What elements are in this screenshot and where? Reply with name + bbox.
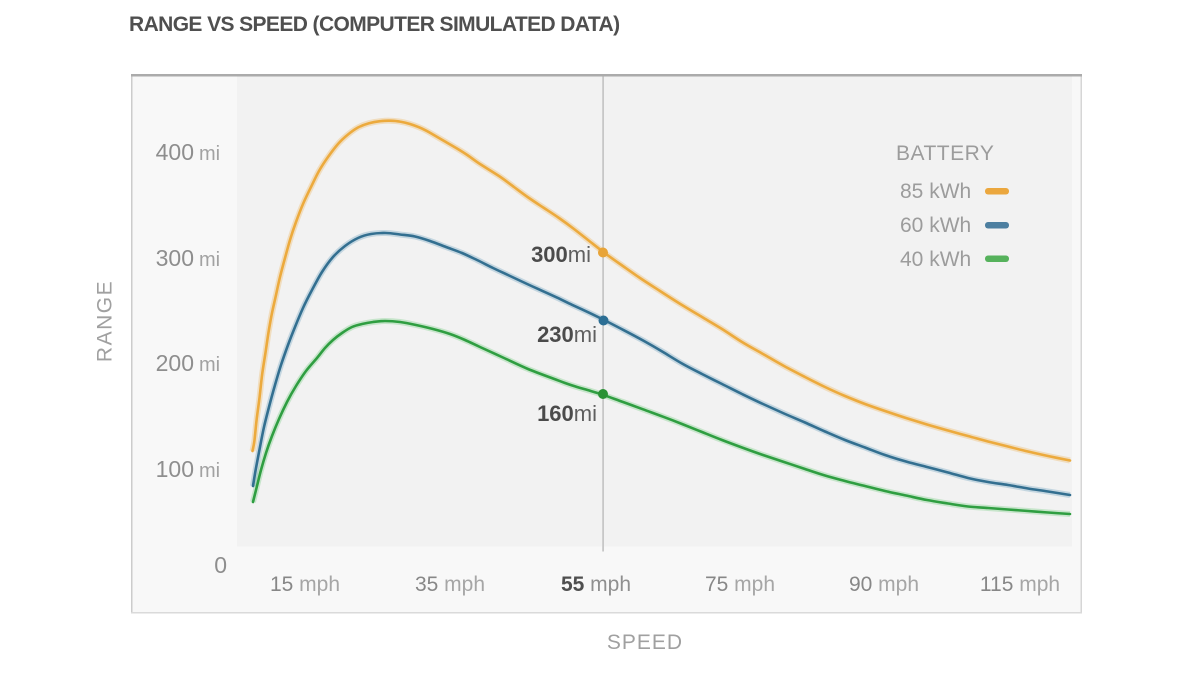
svg-text:90 mph: 90 mph [849, 573, 919, 596]
svg-text:300: 300 [156, 245, 194, 271]
svg-text:mi: mi [199, 249, 220, 271]
svg-text:115 mph: 115 mph [980, 573, 1060, 596]
svg-text:75 mph: 75 mph [705, 573, 775, 596]
svg-text:SPEED: SPEED [607, 631, 683, 654]
svg-text:100: 100 [156, 456, 194, 482]
svg-text:mi: mi [199, 354, 220, 376]
svg-text:15 mph: 15 mph [270, 573, 340, 596]
svg-text:35 mph: 35 mph [415, 573, 485, 596]
svg-text:mi: mi [199, 460, 220, 482]
svg-text:400: 400 [156, 139, 194, 165]
svg-text:60 kWh: 60 kWh [900, 214, 971, 237]
svg-text:BATTERY: BATTERY [896, 142, 994, 165]
svg-text:0: 0 [214, 552, 227, 578]
svg-text:40 kWh: 40 kWh [900, 248, 971, 271]
svg-text:55 mph: 55 mph [561, 573, 631, 596]
svg-text:RANGE: RANGE [94, 280, 117, 362]
svg-text:200: 200 [156, 350, 194, 376]
svg-text:mi: mi [199, 143, 220, 165]
svg-text:300mi: 300mi [531, 242, 591, 267]
svg-text:160mi: 160mi [537, 401, 597, 426]
svg-text:85 kWh: 85 kWh [900, 180, 971, 203]
svg-text:230mi: 230mi [537, 322, 597, 347]
